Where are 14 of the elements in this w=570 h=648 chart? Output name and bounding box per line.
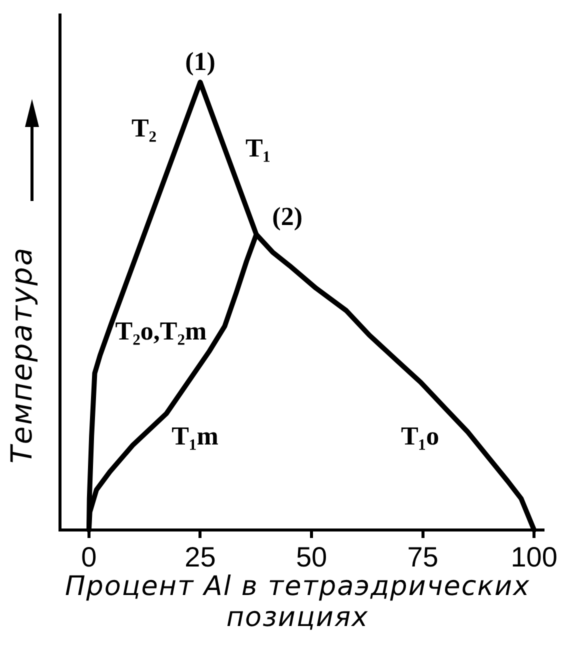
x-tick-label: 50 bbox=[296, 542, 328, 573]
annotation: T₁m bbox=[172, 422, 219, 451]
annotation: (2) bbox=[272, 202, 302, 232]
annotation: T₁ bbox=[245, 134, 271, 163]
x-tick-label: 0 bbox=[81, 542, 97, 573]
annotation: (1) bbox=[185, 46, 216, 76]
x-tick-label: 100 bbox=[510, 542, 558, 573]
annotation: T₂ bbox=[131, 114, 157, 143]
x-tick-label: 25 bbox=[184, 542, 216, 573]
annotation: T₁o bbox=[400, 422, 440, 451]
y-axis-title: Температура bbox=[4, 246, 39, 464]
x-axis-title: Процент Al в тетраэдрических позициях bbox=[64, 571, 530, 634]
x-tick-label: 75 bbox=[407, 542, 438, 573]
annotation: T₂o,T₂m bbox=[115, 316, 208, 346]
